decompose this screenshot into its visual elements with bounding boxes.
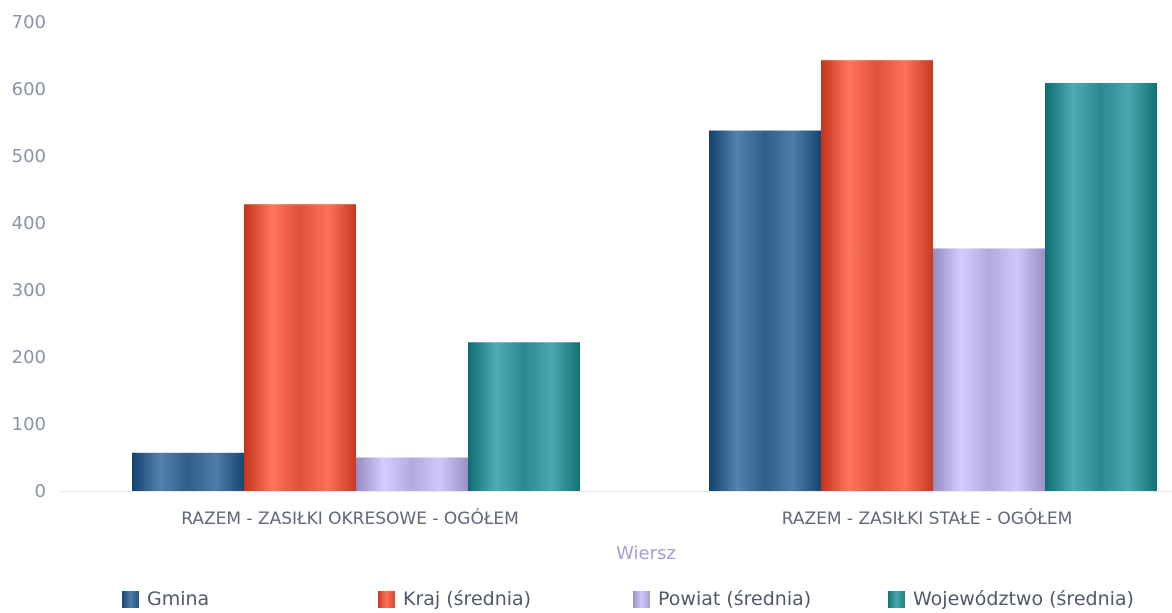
legend-swatch — [378, 590, 395, 608]
x-axis-title: Wiersz — [616, 543, 676, 564]
bar-gmina-0[interactable] — [132, 452, 244, 491]
bar-kraj-średnia--0[interactable] — [244, 204, 356, 492]
y-tick-label: 400 — [12, 213, 46, 234]
x-category-label: RAZEM - ZASIŁKI STAŁE - OGÓŁEM — [782, 507, 1073, 529]
bar-kraj-średnia--1[interactable] — [821, 60, 933, 491]
legend-swatch — [122, 590, 139, 608]
legend-item[interactable]: Kraj (średnia) — [378, 588, 531, 610]
y-tick-label: 700 — [12, 12, 46, 33]
bar-powiat-średnia--1[interactable] — [933, 248, 1045, 491]
legend-label: Powiat (średnia) — [658, 588, 812, 610]
legend-swatch — [633, 590, 650, 608]
legend-label: Gmina — [147, 588, 210, 610]
bar-chart: 0 100 200 300 400 500 600 700 RAZEM - ZASIŁKI OK… — [12, 12, 1172, 564]
y-tick-label: 0 — [35, 481, 46, 502]
bar-powiat-średnia--0[interactable] — [356, 457, 468, 492]
bar-województwo-średnia--1[interactable] — [1045, 82, 1157, 491]
x-category-label: RAZEM - ZASIŁKI OKRESOWE - OGÓŁEM — [181, 507, 519, 529]
legend-label: Województwo (średnia) — [913, 588, 1134, 610]
bar-gmina-1[interactable] — [709, 130, 821, 492]
y-tick-label: 200 — [12, 347, 46, 368]
y-tick-label: 100 — [12, 414, 46, 435]
y-tick-label: 600 — [12, 79, 46, 100]
legend: Gmina Kraj (średnia) Powiat (średnia) Wojew… — [0, 588, 1172, 613]
legend-item[interactable]: Województwo (średnia) — [888, 588, 1134, 610]
legend-item[interactable]: Powiat (średnia) — [633, 588, 811, 610]
y-tick-label: 500 — [12, 146, 46, 167]
y-tick-label: 300 — [12, 280, 46, 301]
legend-swatch — [888, 590, 905, 608]
legend-label: Kraj (średnia) — [403, 588, 532, 610]
bar-województwo-średnia--0[interactable] — [468, 342, 580, 491]
legend-item[interactable]: Gmina — [122, 588, 209, 610]
